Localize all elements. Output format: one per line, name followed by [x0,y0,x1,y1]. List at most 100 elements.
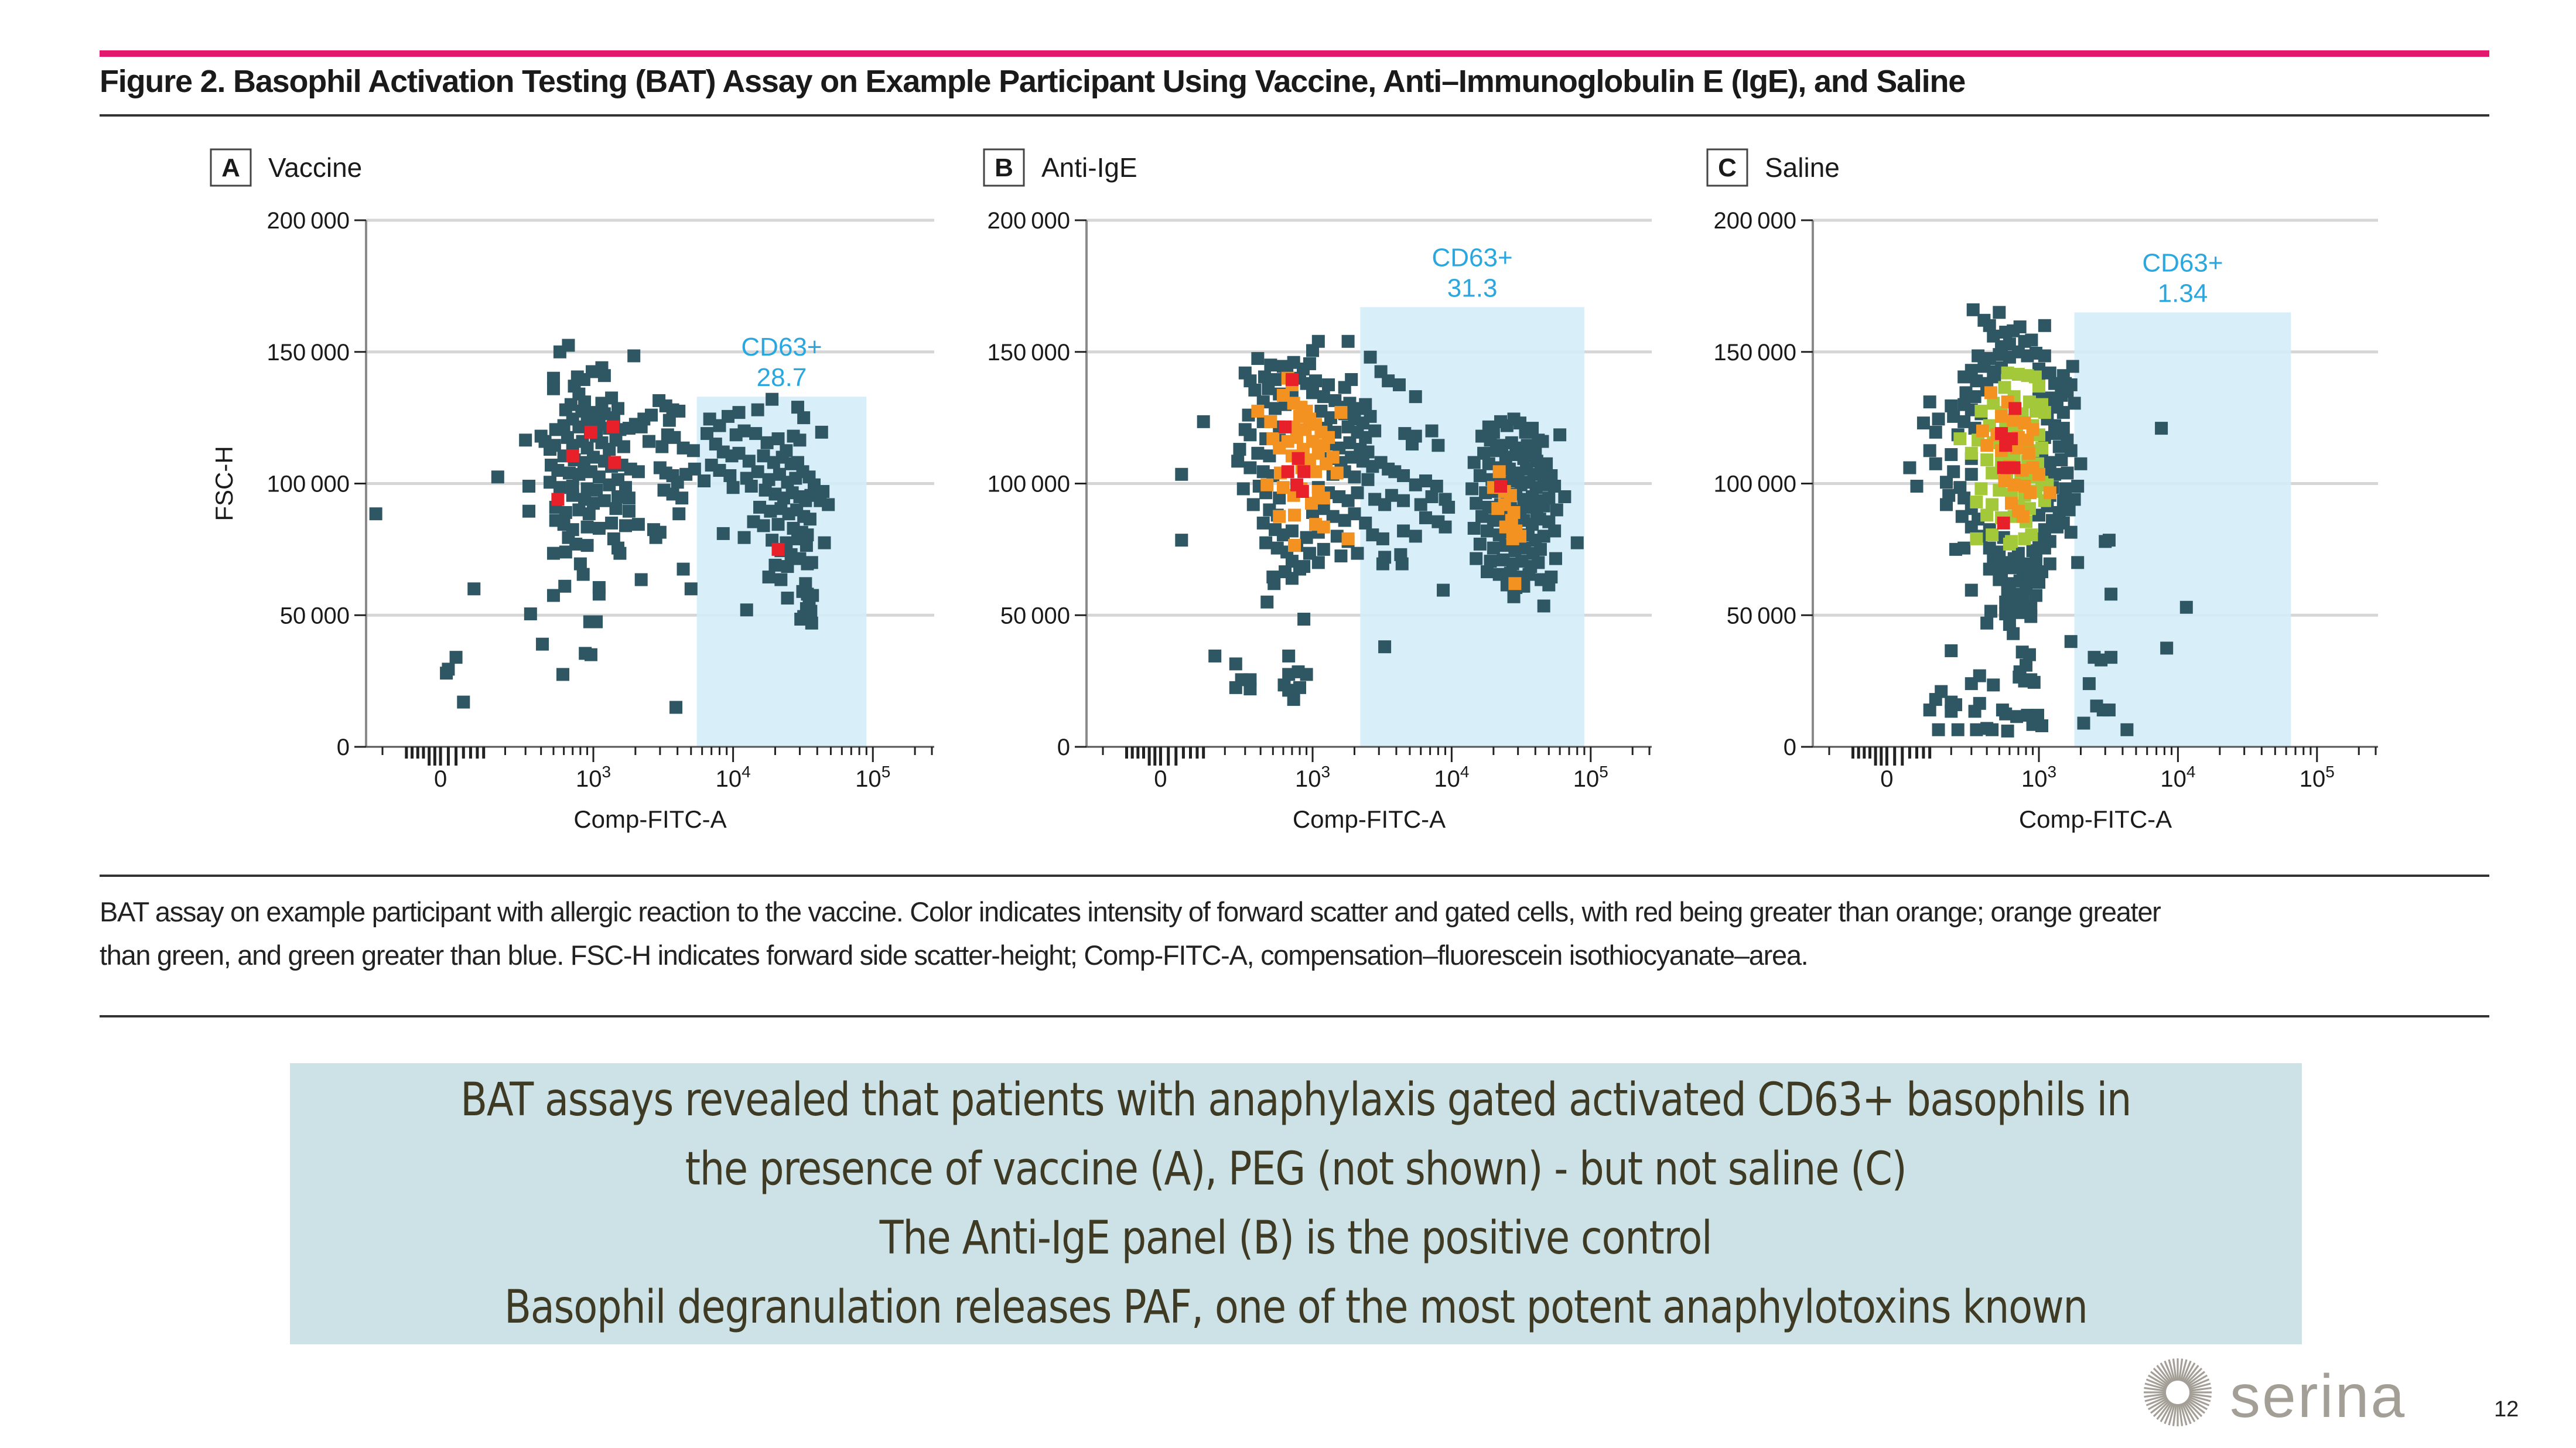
data-point [1983,562,1996,576]
sunburst-ray [2168,1359,2176,1382]
data-point [544,476,557,489]
caption-line-2: than green, and green greater than blue.… [100,940,1809,971]
sunburst-ray [2186,1371,2205,1386]
data-point [1273,491,1286,505]
data-point [1548,479,1562,493]
scatter-points [1175,334,1584,706]
data-point [791,401,804,414]
data-point [2061,385,2074,398]
data-point [677,441,690,455]
data-point [1923,703,1936,717]
data-point [668,431,681,444]
data-point [592,470,606,484]
data-point [548,439,561,452]
data-point [2043,366,2056,380]
sunburst-ray [2144,1393,2167,1398]
y-tick-label: 50 000 [1727,603,1796,629]
data-point [2021,433,2034,447]
panel-letter-box [1706,148,1748,187]
data-point [2071,556,2085,569]
data-point [1305,497,1318,510]
gate-value: 1.34 [2158,279,2208,308]
data-point [1279,420,1292,433]
data-point [2027,675,2041,689]
sunburst-ray [2182,1362,2196,1383]
gate-name: CD63+ [2142,248,2223,277]
data-point [522,504,536,518]
data-point [737,531,751,544]
gate-value: 28.7 [757,363,807,392]
data-point [732,446,746,460]
data-point [781,560,794,573]
data-point [766,392,779,406]
data-point [2095,653,2108,667]
data-point [1470,497,1483,510]
data-point [566,439,579,452]
data-point [2013,320,2027,334]
data-point [2061,466,2074,480]
data-point [2035,441,2049,455]
data-point [1974,404,1988,418]
data-point [2026,423,2039,436]
data-point [546,371,560,385]
logo-text: serina [2230,1362,2407,1430]
panel-title: Saline [1765,152,1840,183]
data-point [1197,415,1210,428]
data-point [1398,427,1412,440]
sunburst-ray [2168,1403,2176,1426]
data-point [2016,510,2030,523]
data-point [1439,520,1452,534]
data-point [1405,438,1419,451]
data-point [1980,508,1994,522]
x-tick-label: 105 [1573,763,1608,792]
data-point [805,556,818,569]
data-point [1957,491,1971,505]
data-point [1317,390,1330,404]
data-point [2155,422,2168,435]
x-axis-title: Comp-FITC-A [1293,805,1446,833]
data-point [570,370,584,384]
figure-title: Figure 2. Basophil Activation Testing (B… [100,64,1966,99]
x-tick-label: 103 [2021,763,2056,792]
data-point [559,506,572,519]
data-point [713,464,726,477]
data-point [2008,402,2022,415]
data-point [1508,544,1522,558]
data-point [2029,553,2042,566]
data-point [2048,427,2062,440]
data-point [1955,510,1969,523]
data-point [1970,723,1983,736]
data-point [1364,350,1377,364]
data-point [562,339,575,352]
data-point [2024,610,2038,623]
accent-rule [100,50,2489,57]
data-point [1243,461,1257,474]
data-point [1317,542,1330,556]
data-point [1480,565,1494,579]
data-point [1419,474,1432,488]
sunburst-ray [2147,1374,2168,1388]
data-point [2021,571,2035,584]
sunburst-ray [2184,1365,2199,1384]
data-point [2043,486,2056,500]
data-point [1324,411,1337,425]
data-point [557,419,570,432]
data-point [1980,616,1994,630]
data-point [590,483,603,497]
gate-name: CD63+ [1432,243,1513,272]
y-tick-label: 200 000 [267,208,350,234]
data-point [605,391,619,405]
data-point [1246,498,1260,511]
data-point [1425,424,1439,438]
sunburst-ray [2172,1403,2177,1426]
data-point [546,382,560,395]
data-point [1348,507,1361,521]
data-point [606,420,620,433]
figure-caption: BAT assay on example participant with al… [100,890,2489,977]
data-point [2068,493,2081,506]
data-point [2032,380,2045,393]
data-point [609,502,623,515]
data-point [1345,373,1358,386]
data-point [2102,534,2116,547]
data-point [1932,723,1945,736]
